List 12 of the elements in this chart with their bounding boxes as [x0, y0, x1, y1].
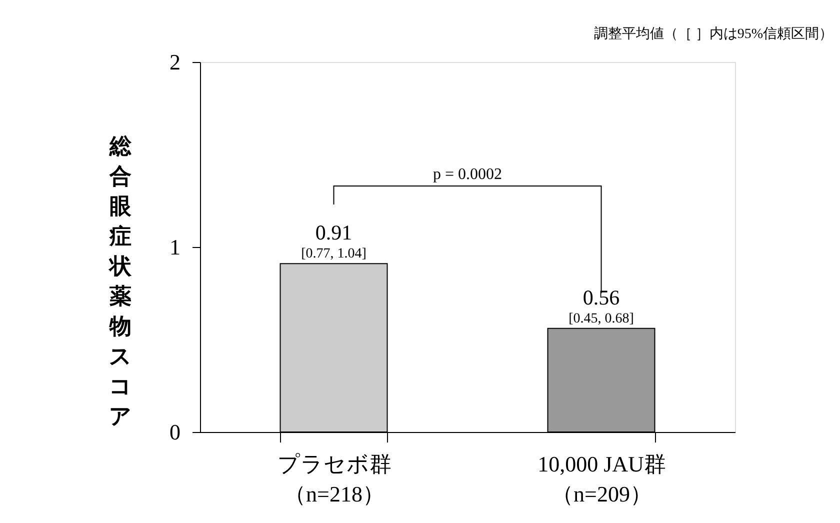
x-tick-label: 10,000 JAU群（n=209）: [538, 452, 666, 506]
y-tick-label: 2: [170, 50, 180, 74]
x-tick-label: プラセボ群（n=218）: [277, 452, 392, 506]
annotation: [0.45, 0.68]: [568, 311, 634, 326]
data-label: 0.56: [582, 285, 620, 310]
y-tick-label: 1: [170, 234, 180, 260]
y-tick-label: 0: [170, 420, 180, 444]
data-label: 0.91: [315, 220, 352, 245]
text: 総合眼症状薬物スコア: [109, 134, 132, 428]
text: 調整平均値（［ ］内は95%信頼区間）: [594, 26, 833, 42]
annotation: [0.77, 1.04]: [301, 246, 366, 262]
annotation: p = 0.0002: [432, 166, 502, 183]
